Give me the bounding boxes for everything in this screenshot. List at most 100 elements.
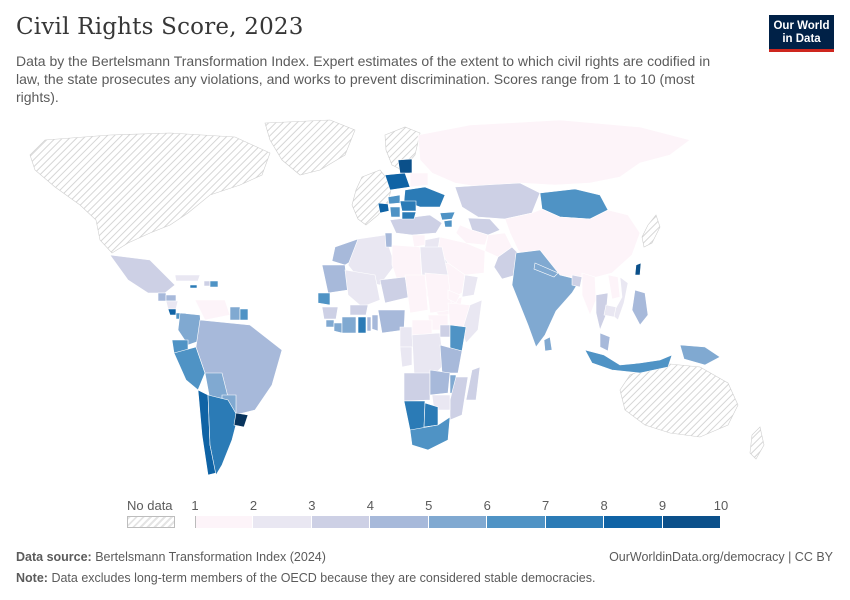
region-liberia[interactable]: Liberia (333, 322, 343, 334)
region-croatia[interactable]: Croatia (377, 202, 390, 214)
region-vietnam[interactable]: Vietnam (611, 276, 629, 321)
legend-bin-1[interactable] (195, 516, 254, 528)
legend-tick-1: 1 (191, 498, 199, 513)
region-uganda[interactable]: Uganda (439, 324, 451, 338)
region-eritrea[interactable]: Eritrea (447, 289, 461, 304)
legend-bin-4[interactable] (370, 516, 429, 528)
region-armenia[interactable]: Armenia (443, 219, 453, 228)
region-uruguay[interactable]: Uruguay (233, 412, 249, 428)
note-label: Note: (16, 571, 48, 585)
region-romania[interactable]: Romania (399, 200, 417, 212)
region-kazakhstan[interactable]: Kazakhstan (454, 182, 541, 220)
legend-bin-8[interactable] (604, 516, 663, 528)
region-tanzania[interactable]: Tanzania (439, 344, 463, 374)
legend-tick-10: 10 (713, 498, 729, 513)
region-sri-lanka[interactable]: Sri Lanka (543, 336, 553, 352)
region-togo[interactable]: Togo (366, 316, 372, 332)
region-philippines[interactable]: Philippines (631, 289, 649, 326)
legend-bin-2[interactable] (253, 516, 312, 528)
legend-tick-2: 2 (249, 498, 258, 513)
region-nicaragua[interactable]: Nicaragua (165, 300, 179, 310)
region-colombia[interactable]: Colombia (177, 312, 203, 346)
chart-title: Civil Rights Score, 2023 (16, 14, 304, 40)
source-link[interactable]: OurWorldinData.org/democracy | CC BY (609, 550, 833, 564)
region-guatemala[interactable]: Guatemala (157, 292, 167, 302)
region-mozambique[interactable]: Mozambique (449, 376, 469, 421)
region-dr-congo[interactable]: DR Congo (411, 332, 445, 378)
region-chad[interactable]: Chad (404, 274, 429, 314)
region-senegal[interactable]: Senegal (317, 292, 331, 306)
region-taiwan[interactable]: Taiwan (634, 262, 642, 276)
legend-tick-4: 4 (366, 498, 374, 513)
region-sierra-leone[interactable]: Sierra Leone (325, 319, 335, 328)
legend-bin-7[interactable] (545, 516, 605, 528)
region-congo[interactable]: Congo (399, 346, 413, 368)
region-belarus[interactable]: Belarus (409, 172, 429, 188)
region-serbia[interactable]: Serbia (389, 206, 401, 218)
region-oman[interactable]: Oman (461, 274, 479, 298)
region-uzbekistan[interactable]: Uzbekistan (467, 217, 501, 236)
legend-tick-7: 7 (542, 498, 550, 513)
region-mali[interactable]: Mali (344, 269, 381, 308)
region-nepal[interactable]: Nepal (533, 262, 559, 278)
region-cuba[interactable]: Cuba (174, 274, 201, 282)
region-laos[interactable]: Laos (607, 274, 621, 300)
region-indonesia[interactable]: Indonesia (584, 349, 673, 374)
region-india[interactable]: India (511, 249, 581, 348)
chart-subtitle: Data by the Bertelsmann Transformation I… (16, 53, 711, 105)
legend-bin-3[interactable] (311, 516, 371, 528)
region-angola[interactable]: Angola (403, 372, 431, 402)
logo-line-2: in Data (782, 33, 821, 45)
region-turkey[interactable]: Turkey (389, 214, 443, 236)
region-hungary[interactable]: Hungary (387, 194, 401, 205)
region-zambia[interactable]: Zambia (429, 369, 451, 396)
region-malaysia[interactable]: Malaysia (599, 332, 611, 352)
region-south-africa[interactable]: South Africa (409, 416, 451, 451)
region-syria[interactable]: Syria (411, 234, 426, 248)
region-myanmar[interactable]: Myanmar (581, 272, 597, 316)
region-guyana[interactable]: Guyana (229, 306, 241, 321)
region-central-african-republic[interactable]: Central African Republic (411, 319, 433, 336)
legend-tick-8: 8 (600, 498, 608, 513)
legend-no-data-label: No data (127, 498, 173, 513)
region-mexico[interactable]: Mexico (109, 254, 176, 294)
region-georgia[interactable]: Georgia (439, 211, 456, 221)
region-costa-rica[interactable]: Costa Rica (167, 308, 177, 316)
region-dominican-republic[interactable]: Dominican Republic (209, 280, 219, 288)
legend-tick-5: 5 (425, 498, 433, 513)
legend-bin-9[interactable] (662, 516, 721, 528)
region-madagascar[interactable]: Madagascar (465, 366, 481, 401)
region-ghana[interactable]: Ghana (357, 316, 367, 334)
region-honduras[interactable]: Honduras (165, 294, 177, 302)
map-legend: No data 1 2 3 4 5 6 7 8 9 10 (0, 492, 850, 532)
legend-bin-5[interactable] (428, 516, 488, 528)
region-botswana[interactable]: Botswana (423, 402, 439, 428)
legend-bin-6[interactable] (487, 516, 546, 528)
region-haiti[interactable]: Haiti (203, 280, 211, 287)
region-kenya[interactable]: Kenya (449, 324, 467, 352)
region-tunisia[interactable]: Tunisia (384, 232, 393, 248)
region-russia[interactable]: Russia (417, 119, 691, 188)
region-turkmenistan[interactable]: Turkmenistan (455, 224, 489, 246)
region-peru[interactable]: Peru (173, 346, 206, 391)
region-jamaica[interactable]: Jamaica (189, 284, 198, 289)
region-guinea[interactable]: Guinea (321, 306, 339, 320)
legend-tick-3: 3 (308, 498, 316, 513)
region-benin[interactable]: Benin (371, 314, 379, 332)
region-cambodia[interactable]: Cambodia (603, 304, 617, 318)
no-data-region-australia (619, 362, 739, 438)
region-burkina-faso[interactable]: Burkina Faso (349, 304, 369, 316)
region-brazil[interactable]: Brazil (195, 319, 283, 416)
region-namibia[interactable]: Namibia (403, 400, 426, 431)
owid-logo[interactable]: Our World in Data (769, 15, 834, 52)
region-bulgaria[interactable]: Bulgaria (401, 211, 417, 220)
note-text: Data excludes long-term members of the O… (51, 571, 596, 585)
region-argentina[interactable]: Argentina (207, 394, 239, 476)
region-thailand[interactable]: Thailand (595, 292, 609, 331)
region-ivory-coast[interactable]: Ivory Coast (341, 316, 357, 334)
region-baltic-states[interactable]: Baltic States (397, 158, 413, 174)
region-mauritania[interactable]: Mauritania (321, 264, 349, 294)
region-papua-new-guinea[interactable]: Papua New Guinea (679, 344, 721, 366)
region-suriname[interactable]: Suriname (239, 308, 249, 321)
region-bangladesh[interactable]: Bangladesh (571, 274, 583, 288)
